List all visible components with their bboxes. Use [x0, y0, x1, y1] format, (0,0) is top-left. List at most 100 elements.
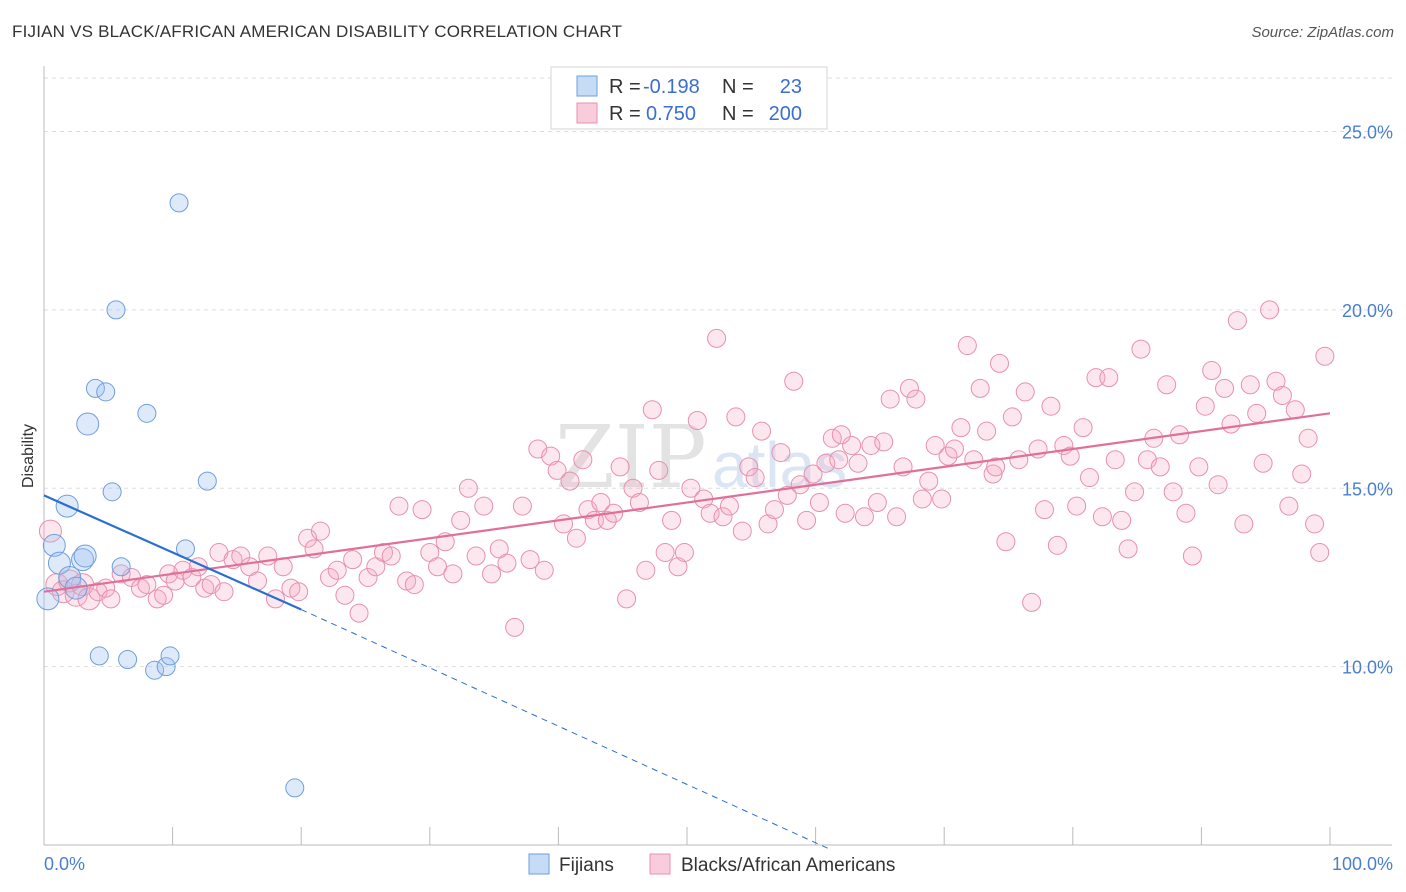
legend-swatch-pink: [576, 102, 598, 124]
blacks-african-americans-point: [867, 493, 887, 513]
fijians-point: [118, 649, 138, 669]
blacks-african-americans-point: [1182, 546, 1202, 566]
blacks-african-americans-point: [358, 567, 378, 587]
fijians-point: [169, 193, 189, 213]
blacks-african-americans-point: [1208, 475, 1228, 495]
blacks-african-americans-point: [349, 603, 369, 623]
blacks-african-americans-point: [874, 432, 894, 452]
blacks-african-americans-point: [1253, 453, 1273, 473]
blacks-african-americans-point: [1041, 396, 1061, 416]
fijians-point: [76, 412, 100, 436]
blacks-african-americans-point: [636, 560, 656, 580]
blacks-african-americans-point: [951, 418, 971, 438]
blacks-african-americans-point: [919, 471, 939, 491]
blacks-african-americans-point: [1176, 503, 1196, 523]
blacks-african-americans-point: [111, 564, 131, 584]
blacks-african-americans-point: [547, 460, 567, 480]
blacks-african-americans-point: [1080, 468, 1100, 488]
fijians-point: [73, 544, 97, 568]
blacks-african-americans-point: [319, 567, 339, 587]
blacks-african-americans-point: [1047, 535, 1067, 555]
blacks-african-americans-point: [797, 510, 817, 530]
blacks-african-americans-point: [816, 453, 836, 473]
blacks-african-americans-point: [1221, 414, 1241, 434]
blacks-african-americans-point: [777, 485, 797, 505]
chart-source: Source: ZipAtlas.com: [1251, 24, 1394, 41]
x-tick-label: 0.0%: [44, 854, 85, 874]
fijians-point: [106, 300, 126, 320]
blacks-african-americans-point: [451, 510, 471, 530]
blacks-african-americans-point: [573, 450, 593, 470]
blacks-african-americans-point: [932, 489, 952, 509]
blacks-african-americans-point: [925, 435, 945, 455]
blacks-african-americans-point: [38, 519, 62, 543]
blacks-african-americans-point: [899, 378, 919, 398]
bottom-legend-swatch-blacks: [649, 853, 671, 875]
blacks-african-americans-point: [831, 425, 851, 445]
blacks-african-americans-point: [674, 542, 694, 562]
blacks-african-americans-point: [1125, 482, 1145, 502]
blacks-african-americans-point: [1157, 375, 1177, 395]
blacks-african-americans-point: [560, 471, 580, 491]
blacks-african-americans-point: [554, 514, 574, 534]
blacks-african-americans-point: [1189, 457, 1209, 477]
legend-n-label: N =: [722, 76, 754, 98]
blacks-african-americans-point: [1215, 378, 1235, 398]
blacks-african-americans-point: [505, 617, 525, 637]
blacks-african-americans-point: [1105, 450, 1125, 470]
blacks-african-americans-point: [1266, 371, 1286, 391]
blacks-african-americans-point: [147, 589, 167, 609]
blacks-african-americans-point: [986, 457, 1006, 477]
gridlines: [44, 77, 1392, 668]
blacks-african-americans-point: [520, 550, 540, 570]
blacks-african-americans-point: [938, 446, 958, 466]
blacks-african-americans-point: [381, 546, 401, 566]
blacks-african-americans-point: [944, 439, 964, 459]
blacks-african-americans-point: [458, 478, 478, 498]
blacks-african-americans-point: [829, 450, 849, 470]
blacks-african-americans-point: [1112, 510, 1132, 530]
blacks-african-americans-point: [912, 489, 932, 509]
blacks-african-americans-point: [1247, 403, 1267, 423]
blacks-african-americans-point: [964, 450, 984, 470]
blacks-african-americans-point: [1202, 361, 1222, 381]
blacks-african-americans-point: [1272, 386, 1292, 406]
blacks-african-americans-point: [719, 496, 739, 516]
blacks-african-americans-point: [848, 453, 868, 473]
series-legend: Fijians Blacks/African Americans: [528, 853, 895, 876]
trend-lines: [43, 412, 1331, 850]
blacks-african-americans-point: [803, 464, 823, 484]
fijians-point: [111, 557, 131, 577]
blacks-african-americans-point: [707, 328, 727, 348]
blacks-african-americans-point: [880, 389, 900, 409]
blacks-african-americans-point: [732, 521, 752, 541]
blacks-african-americans-point: [1279, 496, 1299, 516]
blacks-african-americans-point: [629, 493, 649, 513]
blacks-african-americans-point: [842, 435, 862, 455]
blacks-african-americans-point: [1060, 446, 1080, 466]
blacks-african-americans-point: [1292, 464, 1312, 484]
correlation-legend: R = -0.198 N = 23 R = 0.750 N = 200: [550, 66, 828, 130]
fijians-points: [36, 193, 305, 798]
blacks-african-americans-point: [1298, 428, 1318, 448]
blacks-african-americans-point: [310, 521, 330, 541]
blacks-african-americans-point: [623, 478, 643, 498]
fijians-point: [285, 778, 305, 798]
blacks-african-americans-point: [1092, 507, 1112, 527]
fijians-point: [42, 533, 66, 557]
blacks-african-americans-point: [327, 560, 347, 580]
blacks-african-americans-point: [1131, 339, 1151, 359]
blacks-african-americans-point: [809, 493, 829, 513]
blacks-african-americans-point: [482, 564, 502, 584]
fijians-point: [89, 646, 109, 666]
blacks-african-americans-point: [443, 564, 463, 584]
blacks-african-americans-point: [404, 575, 424, 595]
blacks-african-americans-point: [214, 582, 234, 602]
blacks-african-americans-point: [662, 510, 682, 530]
y-tick-label: 20.0%: [1342, 301, 1393, 321]
blacks-african-americans-point: [512, 496, 532, 516]
blacks-african-americans-point: [957, 336, 977, 356]
blacks-african-americans-point: [1073, 418, 1093, 438]
chart-title: FIJIAN VS BLACK/AFRICAN AMERICAN DISABIL…: [12, 22, 623, 41]
